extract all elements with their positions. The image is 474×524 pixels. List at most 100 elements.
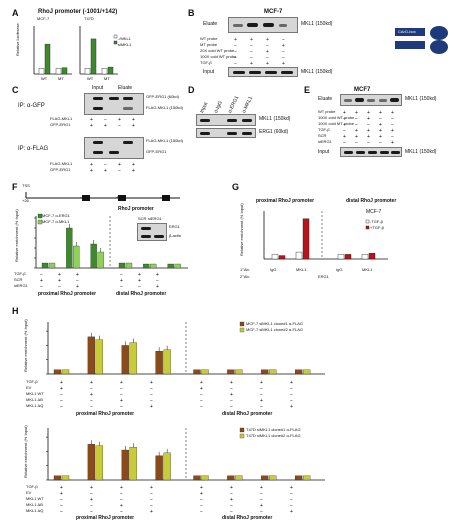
panel-h-bottom-signs: + + + + + + + + + − − − + − − − − + − − − + − − − − + − − − + − − − − +…	[60, 485, 293, 515]
panel-h-top-row-2: EV	[26, 385, 32, 390]
panel-b-row-5: TGF-β	[200, 60, 212, 65]
svg-text:+: +	[90, 497, 93, 503]
bar	[174, 263, 181, 269]
svg-text:+: +	[343, 110, 346, 116]
legend-f-1: MCF-7 α-ERG1	[42, 213, 70, 218]
panel-c-ip1-band-1: GFP-ERG1 (60kd)	[146, 94, 179, 99]
svg-text:−: −	[200, 503, 203, 509]
svg-text:+: +	[132, 123, 135, 129]
bar	[90, 38, 97, 75]
probe-schematic-1	[395, 28, 425, 36]
svg-text:−: −	[290, 392, 293, 398]
svg-text:−: −	[230, 386, 233, 392]
svg-text:−: −	[260, 386, 263, 392]
panel-b-signs: + + + − − − − + − − + − − − − − − + + +	[234, 37, 285, 67]
svg-text:+: +	[58, 278, 61, 284]
bar	[269, 475, 277, 481]
panel-b-input: Input	[203, 69, 215, 75]
svg-text:+: +	[266, 37, 269, 43]
magnetic-bead-1	[430, 26, 448, 40]
panel-label-g: G	[232, 182, 240, 192]
svg-text:−: −	[290, 386, 293, 392]
panel-e-row-1: WT probe	[318, 109, 336, 114]
svg-text:+: +	[260, 380, 263, 386]
svg-text:+: +	[379, 110, 382, 116]
legend-swatch	[37, 219, 43, 225]
chart-h-top	[46, 321, 325, 375]
svg-text:+: +	[367, 110, 370, 116]
svg-text:−: −	[260, 404, 263, 410]
bar	[155, 350, 163, 375]
bar	[269, 369, 277, 375]
bar	[163, 452, 171, 481]
bar	[368, 253, 376, 260]
bar	[167, 263, 174, 269]
svg-text:−: −	[90, 503, 93, 509]
bar	[48, 262, 56, 269]
svg-text:+: +	[391, 110, 394, 116]
svg-text:+: +	[132, 162, 135, 168]
legend-swatch	[239, 327, 245, 333]
svg-text:−: −	[391, 122, 394, 128]
panel-e-row-6: siERG1	[318, 139, 332, 144]
bar	[302, 475, 311, 481]
svg-text:−: −	[282, 55, 285, 61]
panel-d-band-2: ERG1 (60kd)	[259, 129, 289, 135]
bar	[344, 254, 352, 260]
svg-text:−: −	[150, 491, 153, 497]
bar	[61, 67, 68, 75]
chart-a: WT MT WT MT	[33, 26, 118, 81]
legend-swatch	[239, 321, 245, 327]
x-tick-label: WT	[87, 76, 94, 81]
svg-text:+: +	[200, 380, 203, 386]
svg-text:−: −	[290, 398, 293, 404]
panel-h-ylabel-bottom: Relative enrichment (% Input)	[23, 425, 28, 478]
svg-text:−: −	[90, 509, 93, 515]
svg-text:+: +	[104, 168, 107, 174]
panel-c-input-header: Input	[92, 85, 104, 91]
panel-b-row-4: 100X cold WT probe	[200, 54, 237, 59]
svg-text:−: −	[367, 122, 370, 128]
bar	[38, 68, 45, 75]
svg-text:−: −	[150, 392, 153, 398]
svg-text:−: −	[200, 497, 203, 503]
panel-label-f: F	[12, 182, 18, 192]
panel-f-ylabel: Relative enrichment (% Input)	[14, 209, 19, 262]
svg-text:−: −	[60, 497, 63, 503]
svg-text:+: +	[118, 162, 121, 168]
svg-text:+: +	[120, 398, 123, 404]
svg-text:+: +	[150, 380, 153, 386]
svg-text:+: +	[156, 284, 159, 290]
svg-text:−: −	[118, 123, 121, 129]
blot-c-ip2	[84, 137, 144, 159]
panel-e-row-3: 100X cold MT probe	[318, 121, 354, 126]
legend-a-1: -/MKL1	[118, 36, 131, 41]
svg-text:+: +	[132, 117, 135, 123]
panel-label-d: D	[188, 85, 195, 95]
svg-text:−: −	[230, 491, 233, 497]
svg-text:−: −	[156, 278, 159, 284]
panel-g-row2-label: 2°Ab:	[240, 274, 250, 279]
panel-h-bottom-row-2: EV	[26, 490, 32, 495]
svg-text:−: −	[60, 509, 63, 515]
bar	[90, 243, 97, 269]
svg-text:+: +	[391, 140, 394, 146]
svg-text:−: −	[200, 392, 203, 398]
svg-text:+: +	[367, 116, 370, 122]
svg-text:+: +	[58, 272, 61, 278]
svg-text:−: −	[120, 497, 123, 503]
svg-text:+: +	[156, 272, 159, 278]
svg-text:+: +	[355, 110, 358, 116]
svg-text:−: −	[40, 284, 43, 290]
bar	[121, 449, 129, 481]
svg-text:−: −	[230, 404, 233, 410]
svg-text:+: +	[90, 392, 93, 398]
bar	[143, 263, 150, 269]
panel-label-e: E	[304, 85, 311, 95]
svg-text:−: −	[120, 386, 123, 392]
svg-text:+: +	[150, 485, 153, 491]
svg-text:+: +	[250, 37, 253, 43]
panel-d-lane-4: α-MKL1	[241, 95, 254, 115]
panel-g-row1-3: IgG	[336, 267, 343, 272]
panel-g-row1-2: MKL1	[296, 267, 307, 272]
